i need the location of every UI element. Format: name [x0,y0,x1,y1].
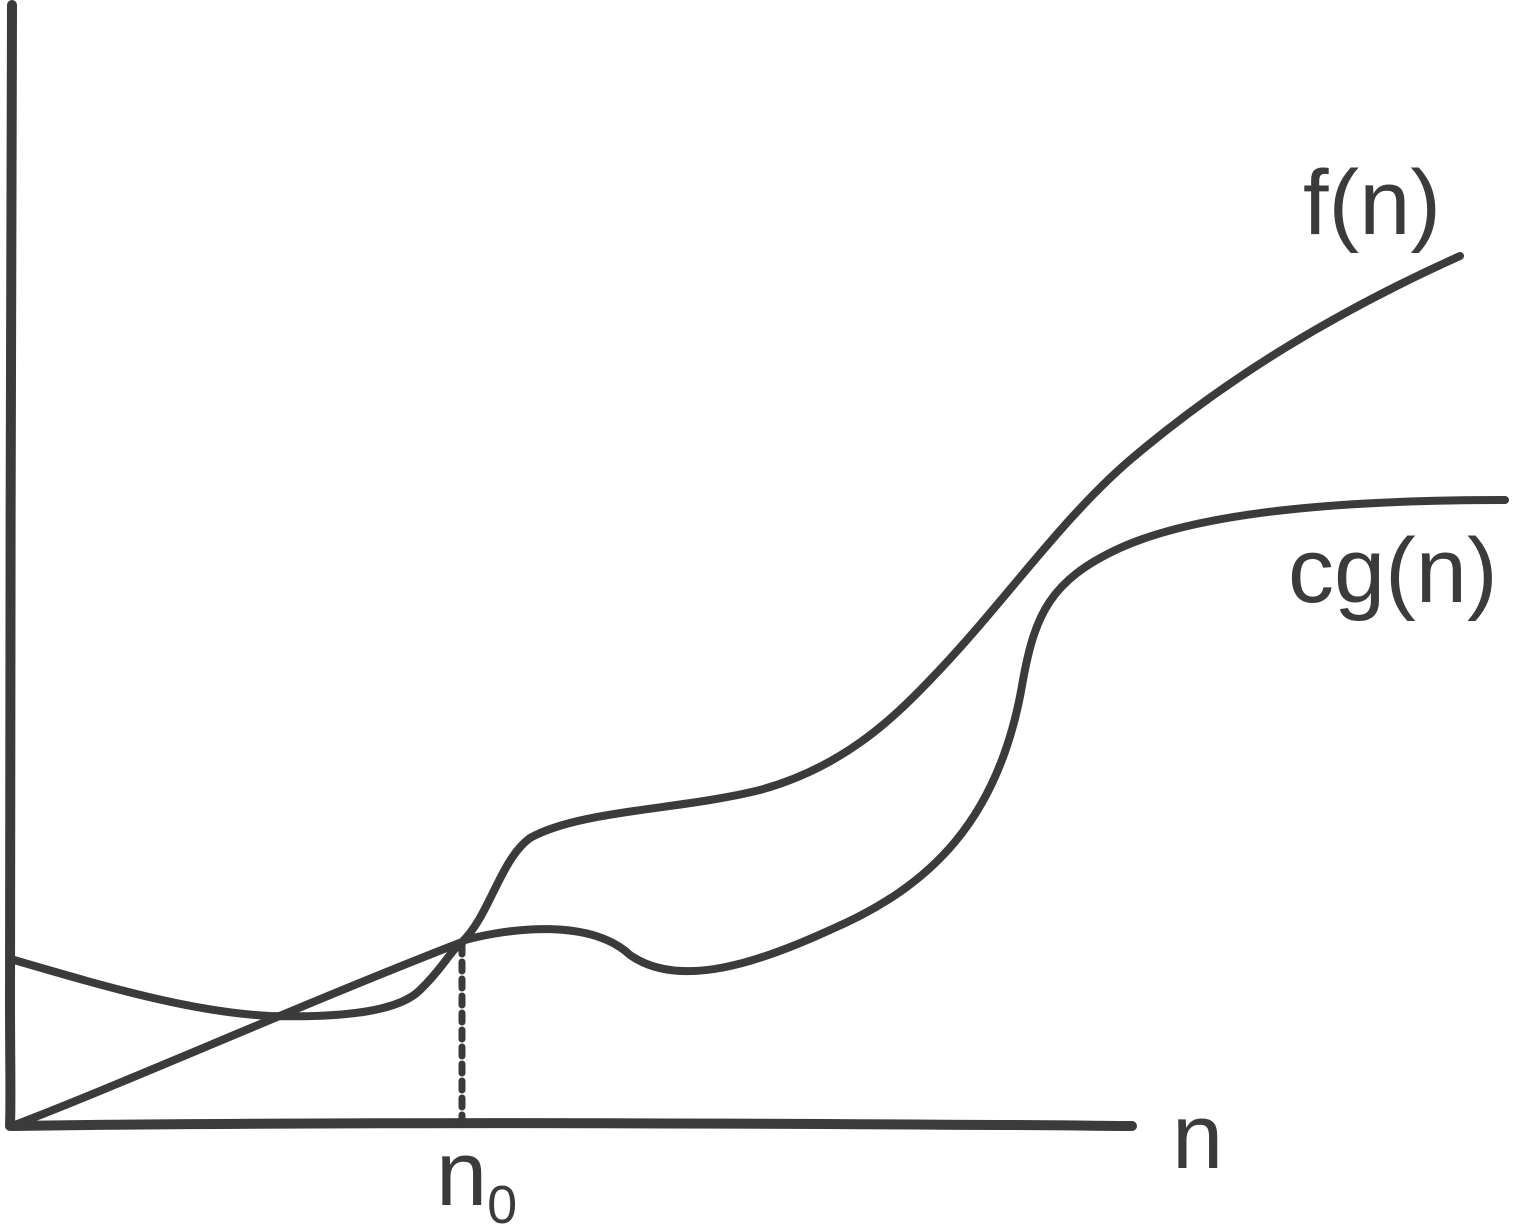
f-of-n-label: f(n) [1303,152,1441,254]
n0-label: n0 [436,1123,517,1226]
f-of-n-curve [8,252,1464,1130]
cg-of-n-curve [10,496,1509,1021]
y-axis [5,0,17,1131]
n0-label-base: n [436,1123,487,1225]
n0-label-subscript: 0 [487,1175,517,1226]
cg-of-n-label: cg(n) [1288,520,1498,622]
x-axis [7,1118,1137,1131]
x-axis-label: n [1172,1086,1223,1188]
